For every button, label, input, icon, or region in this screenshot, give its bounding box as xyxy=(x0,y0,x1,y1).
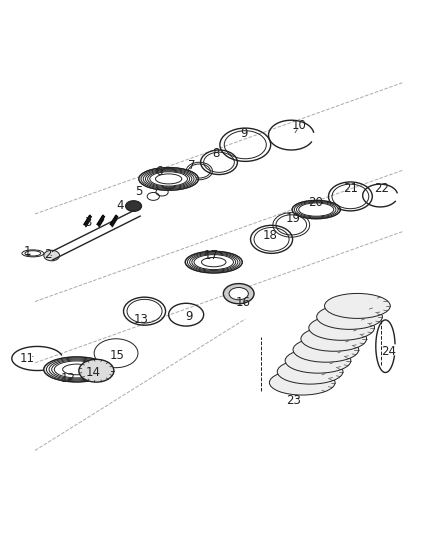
Ellipse shape xyxy=(145,170,192,188)
Text: 9: 9 xyxy=(240,127,248,140)
Ellipse shape xyxy=(139,167,198,190)
Ellipse shape xyxy=(44,357,110,382)
Ellipse shape xyxy=(52,360,102,379)
Text: 6: 6 xyxy=(155,165,162,177)
Ellipse shape xyxy=(54,361,99,378)
Text: 5: 5 xyxy=(136,184,143,198)
Ellipse shape xyxy=(190,253,238,271)
Ellipse shape xyxy=(223,284,254,304)
Text: 8: 8 xyxy=(212,147,219,160)
Ellipse shape xyxy=(185,251,242,273)
Text: 11: 11 xyxy=(20,352,35,365)
Text: 7: 7 xyxy=(187,159,195,172)
Text: 18: 18 xyxy=(263,229,278,243)
Text: 21: 21 xyxy=(343,182,358,195)
Ellipse shape xyxy=(292,200,340,219)
Text: 2: 2 xyxy=(44,248,52,261)
Ellipse shape xyxy=(44,357,110,382)
Ellipse shape xyxy=(126,201,141,211)
Ellipse shape xyxy=(299,203,334,216)
Ellipse shape xyxy=(292,200,340,219)
Ellipse shape xyxy=(317,304,382,329)
Ellipse shape xyxy=(301,326,367,351)
Ellipse shape xyxy=(294,201,338,218)
Ellipse shape xyxy=(229,287,248,300)
Text: 19: 19 xyxy=(286,212,300,225)
Ellipse shape xyxy=(46,358,107,381)
Ellipse shape xyxy=(293,337,359,362)
Text: 1: 1 xyxy=(23,245,31,257)
Text: 17: 17 xyxy=(204,249,219,262)
Ellipse shape xyxy=(139,167,198,190)
Ellipse shape xyxy=(192,254,236,270)
Ellipse shape xyxy=(277,359,343,384)
Ellipse shape xyxy=(49,359,104,380)
Ellipse shape xyxy=(79,359,114,382)
Ellipse shape xyxy=(194,255,233,270)
Ellipse shape xyxy=(63,364,91,375)
Ellipse shape xyxy=(44,251,60,261)
Ellipse shape xyxy=(185,251,242,273)
Ellipse shape xyxy=(269,370,335,395)
Ellipse shape xyxy=(309,316,374,340)
Text: 16: 16 xyxy=(236,296,251,309)
Ellipse shape xyxy=(297,202,336,217)
Ellipse shape xyxy=(187,252,240,272)
Text: 9: 9 xyxy=(185,310,193,324)
Ellipse shape xyxy=(285,348,351,373)
Text: 4: 4 xyxy=(117,199,124,212)
Ellipse shape xyxy=(141,168,196,189)
Text: 15: 15 xyxy=(110,349,124,362)
Ellipse shape xyxy=(325,294,390,318)
Text: 3: 3 xyxy=(84,216,91,229)
Text: 10: 10 xyxy=(291,118,306,132)
Text: 14: 14 xyxy=(86,366,101,379)
Text: 12: 12 xyxy=(60,372,75,385)
Text: 22: 22 xyxy=(374,182,389,195)
Text: 13: 13 xyxy=(134,313,148,326)
Ellipse shape xyxy=(150,172,187,186)
Ellipse shape xyxy=(143,169,194,189)
Ellipse shape xyxy=(148,171,190,187)
Text: 20: 20 xyxy=(308,197,323,209)
Text: 23: 23 xyxy=(286,393,301,407)
Ellipse shape xyxy=(155,174,182,184)
Text: 24: 24 xyxy=(381,345,396,358)
Ellipse shape xyxy=(201,257,226,267)
